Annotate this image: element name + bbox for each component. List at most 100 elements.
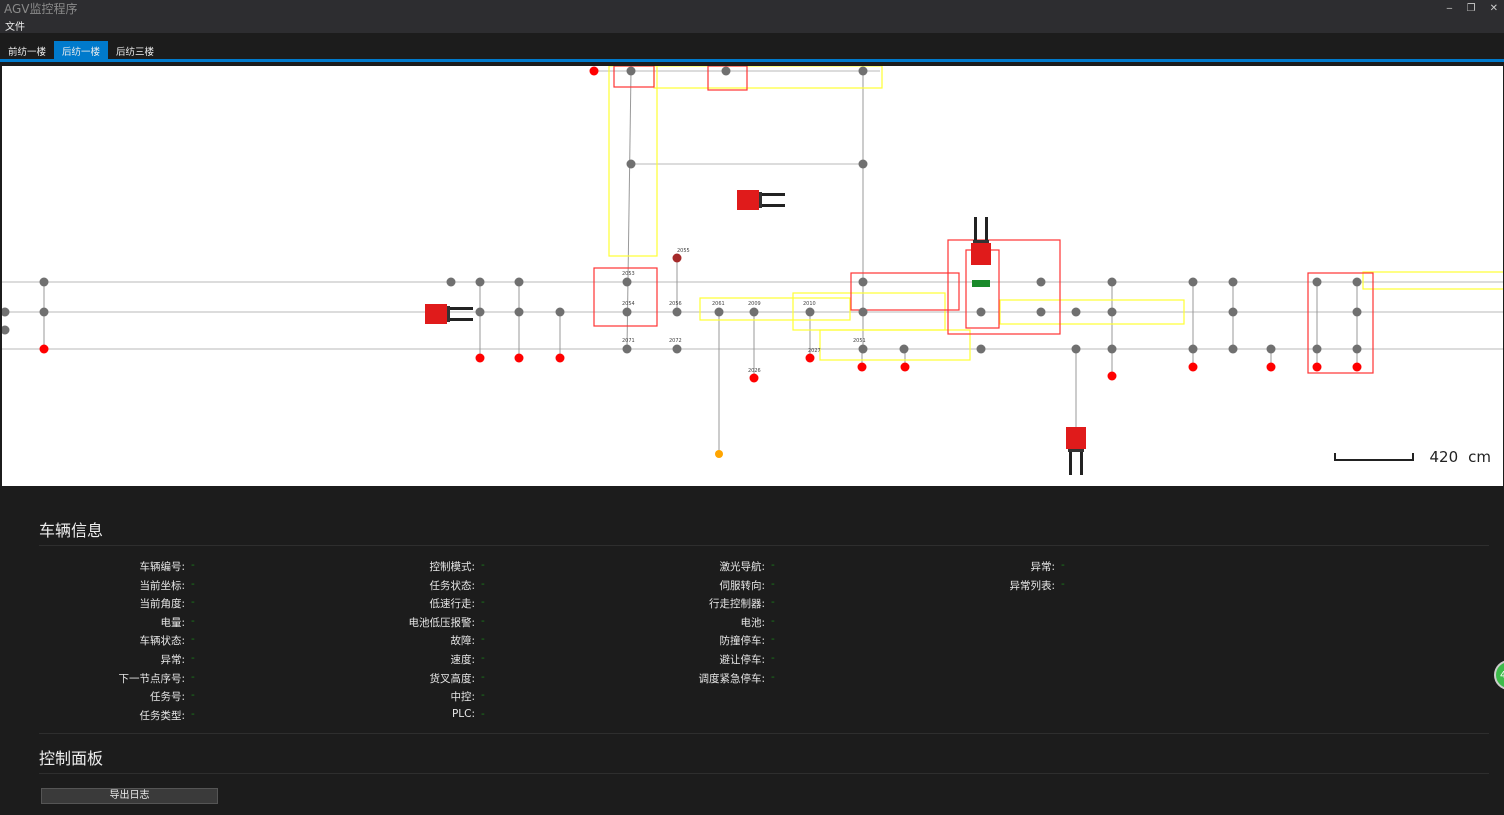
- map-node[interactable]: [1312, 344, 1322, 354]
- map-node-alarm[interactable]: [475, 353, 485, 363]
- node-label[interactable]: 2051: [853, 338, 866, 344]
- map-node[interactable]: [1228, 277, 1238, 287]
- tab-front-floor1[interactable]: 前纺一楼: [8, 47, 47, 58]
- map-node[interactable]: [749, 307, 759, 317]
- map-node-alarm[interactable]: [857, 362, 867, 372]
- map-node[interactable]: [1312, 277, 1322, 287]
- node-label[interactable]: 2054: [622, 301, 635, 307]
- map-node[interactable]: [858, 66, 868, 76]
- map-node[interactable]: [622, 307, 632, 317]
- restore-icon[interactable]: ❐: [1466, 2, 1476, 14]
- map-node[interactable]: [672, 307, 682, 317]
- agv-status-indicator[interactable]: [972, 280, 990, 287]
- node-label[interactable]: 2055: [677, 248, 690, 254]
- info-field: 低速行走: -: [275, 596, 484, 611]
- tab-back-floor3[interactable]: 后纺三楼: [116, 47, 155, 58]
- map-node[interactable]: [446, 277, 456, 287]
- map-node-alarm[interactable]: [1266, 362, 1276, 372]
- map-node-alarm[interactable]: [900, 362, 910, 372]
- minimize-icon[interactable]: ‒: [1446, 2, 1453, 14]
- map-node[interactable]: [2, 307, 10, 317]
- map-node[interactable]: [622, 344, 632, 354]
- node-label[interactable]: 2026: [748, 368, 761, 374]
- map-node[interactable]: [1352, 277, 1362, 287]
- map-node[interactable]: [672, 344, 682, 354]
- map-node[interactable]: [39, 307, 49, 317]
- map-canvas[interactable]: 2053 2054 2055 2056 2061 2009 2010 2071 2072 2027…: [2, 66, 1503, 486]
- agv-vehicle[interactable]: [971, 217, 991, 265]
- map-node-alarm[interactable]: [749, 373, 759, 383]
- node-label[interactable]: 2056: [669, 301, 682, 307]
- map-node-alarm[interactable]: [514, 353, 524, 363]
- info-field: 任务类型: -: [0, 708, 194, 723]
- map-node[interactable]: [976, 307, 986, 317]
- map-node[interactable]: [475, 307, 485, 317]
- node-label[interactable]: 2072: [669, 338, 682, 344]
- map-node[interactable]: [805, 307, 815, 317]
- field-label: 伺服转向:: [719, 579, 765, 592]
- map-node[interactable]: [1107, 307, 1117, 317]
- map-node[interactable]: [555, 307, 565, 317]
- agv-vehicle[interactable]: [737, 190, 785, 210]
- map-node-alarm[interactable]: [555, 353, 565, 363]
- map-node[interactable]: [858, 307, 868, 317]
- map-node[interactable]: [475, 277, 485, 287]
- map-node[interactable]: [1107, 277, 1117, 287]
- map-node[interactable]: [1228, 344, 1238, 354]
- export-log-button[interactable]: 导出日志: [41, 788, 218, 804]
- map-node-alarm[interactable]: [805, 353, 815, 363]
- menu-file[interactable]: 文件: [5, 22, 25, 33]
- agv-vehicle[interactable]: [425, 304, 473, 324]
- map-node[interactable]: [1036, 307, 1046, 317]
- map-node-alarm[interactable]: [1352, 362, 1362, 372]
- map-node[interactable]: [626, 66, 636, 76]
- map-node-alarm[interactable]: [1107, 371, 1117, 381]
- map-node[interactable]: [1228, 307, 1238, 317]
- map-node[interactable]: [622, 277, 632, 287]
- map-node[interactable]: [858, 159, 868, 169]
- agv-map[interactable]: 2053 2054 2055 2056 2061 2009 2010 2071 2072 2027…: [2, 66, 1503, 486]
- map-node[interactable]: [858, 344, 868, 354]
- map-node[interactable]: [1071, 307, 1081, 317]
- map-node-alarm[interactable]: [1188, 362, 1198, 372]
- scale-bar: [1333, 453, 1414, 461]
- map-node[interactable]: [1188, 277, 1198, 287]
- map-node[interactable]: [514, 307, 524, 317]
- map-node[interactable]: [714, 307, 724, 317]
- field-label: 任务状态:: [429, 579, 475, 592]
- agv-vehicle[interactable]: [1066, 427, 1086, 475]
- info-field: 调度紧急停车: -: [565, 671, 774, 686]
- map-node[interactable]: [2, 325, 10, 335]
- map-node-alarm[interactable]: [39, 344, 49, 354]
- node-label[interactable]: 2071: [622, 338, 635, 344]
- map-node[interactable]: [514, 277, 524, 287]
- map-node[interactable]: [1266, 344, 1276, 354]
- map-node-dark[interactable]: [672, 253, 682, 263]
- tab-back-floor1[interactable]: 后纺一楼: [54, 41, 109, 59]
- map-node[interactable]: [1107, 344, 1117, 354]
- map-node[interactable]: [1036, 277, 1046, 287]
- map-node[interactable]: [899, 344, 909, 354]
- map-node[interactable]: [1352, 307, 1362, 317]
- close-icon[interactable]: ✕: [1489, 2, 1498, 14]
- map-node[interactable]: [1071, 344, 1081, 354]
- map-node[interactable]: [1188, 344, 1198, 354]
- map-node[interactable]: [626, 159, 636, 169]
- node-label[interactable]: 2053: [622, 271, 635, 277]
- map-node[interactable]: [858, 277, 868, 287]
- map-node[interactable]: [39, 277, 49, 287]
- map-node-alarm[interactable]: [589, 66, 599, 76]
- map-node-warn[interactable]: [715, 450, 723, 458]
- scale-indicator: 420 cm: [1333, 448, 1491, 466]
- field-value: -: [771, 633, 775, 646]
- map-node[interactable]: [976, 344, 986, 354]
- node-label[interactable]: 2061: [712, 301, 725, 307]
- node-label[interactable]: 2010: [803, 301, 816, 307]
- map-node-alarm[interactable]: [1312, 362, 1322, 372]
- zone-red: [593, 267, 658, 327]
- map-node[interactable]: [721, 66, 731, 76]
- map-node[interactable]: [1352, 344, 1362, 354]
- field-value: -: [771, 559, 775, 571]
- node-label[interactable]: 2009: [748, 301, 761, 307]
- node-label[interactable]: 2027: [808, 348, 821, 354]
